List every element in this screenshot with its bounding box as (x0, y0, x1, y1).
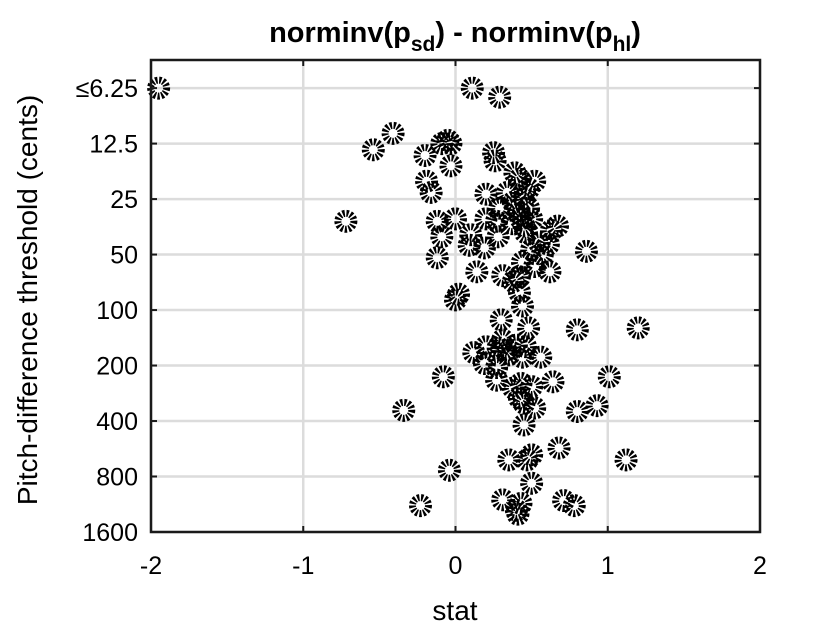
data-point (517, 316, 541, 340)
x-tick-label: 0 (449, 552, 463, 580)
data-points (147, 76, 650, 526)
data-point (538, 260, 562, 284)
data-point (439, 132, 463, 156)
data-point (486, 225, 510, 249)
data-point (541, 370, 565, 394)
data-point (425, 246, 449, 270)
data-point (497, 448, 521, 472)
y-tick-label: 100 (96, 297, 138, 325)
x-tick-label: 2 (753, 552, 767, 580)
title-part-1: norminv(p (269, 17, 411, 49)
data-point (510, 294, 534, 318)
data-point (488, 85, 512, 109)
data-point (565, 318, 589, 342)
chart-title: norminv(psd) - norminv(phl) (269, 17, 641, 56)
data-point (523, 254, 547, 278)
title-part-2: ) - norminv(p (435, 17, 612, 49)
data-point (506, 502, 530, 526)
data-point (491, 488, 515, 512)
data-point (614, 448, 638, 472)
data-point (562, 494, 586, 518)
data-point (574, 239, 598, 263)
data-point (547, 436, 571, 460)
data-point (503, 161, 527, 185)
title-subscript-2: hl (613, 33, 632, 56)
data-point (392, 398, 416, 422)
y-tick-labels: ≤6.25 12.5 25 50 100 200 400 800 1600 (76, 75, 138, 547)
data-point (459, 223, 483, 247)
data-point (500, 212, 524, 236)
data-point (626, 316, 650, 340)
data-point (465, 260, 489, 284)
y-tick-label: 800 (96, 464, 138, 492)
data-point (539, 218, 563, 242)
y-tick-label: 1600 (82, 519, 138, 547)
data-point (523, 396, 547, 420)
x-tick-labels: -2 -1 0 1 2 (140, 552, 767, 580)
data-point (512, 413, 536, 437)
y-tick-label: 200 (96, 353, 138, 381)
data-point (472, 236, 496, 260)
data-point (419, 180, 443, 204)
data-point (460, 76, 484, 100)
data-point (430, 132, 454, 156)
data-point (430, 225, 454, 249)
x-tick-label: -1 (292, 552, 314, 580)
data-point (552, 489, 576, 513)
title-part-3: ) (631, 17, 641, 49)
data-point (515, 448, 539, 472)
x-tick-label: -2 (140, 552, 162, 580)
data-point (489, 308, 513, 332)
data-point (485, 368, 509, 392)
x-tick-label: 1 (601, 552, 615, 580)
data-point (512, 391, 536, 415)
data-point (413, 143, 437, 167)
data-point (483, 149, 507, 173)
data-point (334, 209, 358, 233)
data-point (474, 207, 498, 231)
data-point (520, 471, 544, 495)
data-point (597, 365, 621, 389)
y-tick-label: ≤6.25 (76, 75, 138, 103)
y-tick-label: 50 (110, 242, 138, 270)
data-point (529, 345, 553, 369)
data-point (514, 335, 538, 359)
data-point (474, 182, 498, 206)
data-point (514, 221, 538, 245)
data-point (431, 365, 455, 389)
data-point (565, 399, 589, 423)
data-point (520, 375, 544, 399)
data-point (361, 138, 385, 162)
data-point (585, 394, 609, 418)
y-tick-label: 25 (110, 186, 138, 214)
y-tick-label: 12.5 (89, 131, 138, 159)
data-point (444, 207, 467, 231)
tick-marks (150, 60, 761, 533)
data-point (437, 458, 461, 482)
data-point (408, 494, 432, 518)
data-point (381, 121, 405, 145)
title-subscript-1: sd (411, 33, 436, 56)
x-axis-label: stat (432, 595, 477, 626)
y-tick-label: 400 (96, 408, 138, 436)
data-point (415, 169, 439, 193)
data-point (507, 280, 531, 304)
data-point (444, 288, 467, 312)
data-point (439, 154, 463, 178)
data-point (485, 356, 509, 380)
y-axis-label: Pitch-difference threshold (cents) (12, 95, 43, 505)
